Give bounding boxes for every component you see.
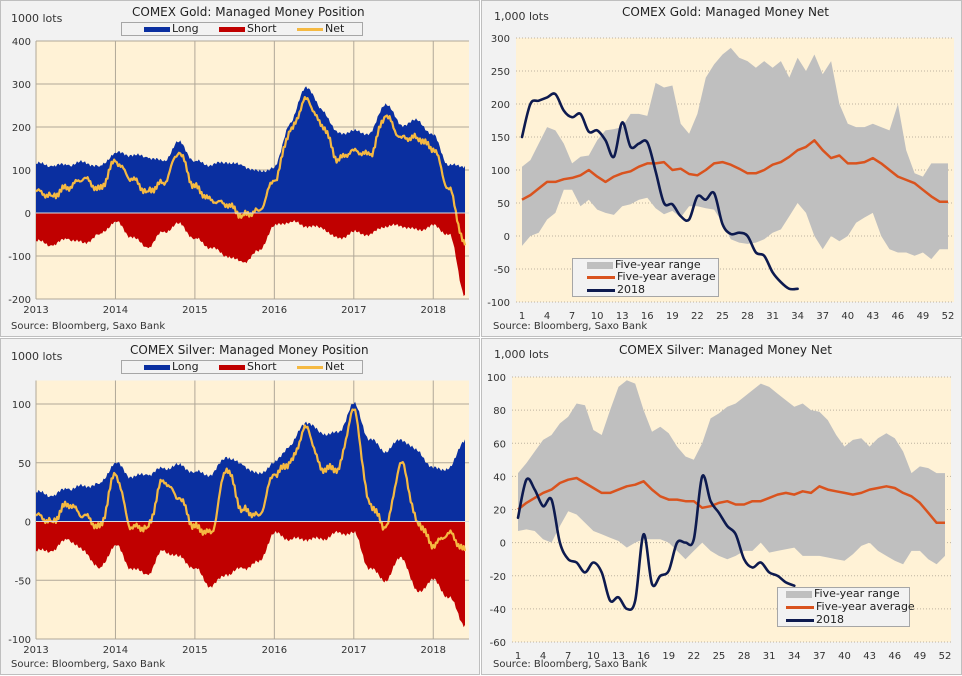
x-tick-label: 43 <box>863 651 876 662</box>
y-tick-label: 50 <box>497 199 510 210</box>
silver-net-legend: Five-year range Five-year average 2018 <box>777 587 910 627</box>
average-swatch <box>786 606 814 609</box>
y2018-swatch <box>786 619 814 622</box>
y-tick-label: 200 <box>491 100 510 111</box>
gold-net-source: Source: Bloomberg, Saxo Bank <box>493 321 647 332</box>
gold-net-panel: 1,000 lots COMEX Gold: Managed Money Net… <box>481 0 962 337</box>
y-tick-label: 20 <box>493 506 506 517</box>
x-tick-label: 19 <box>662 651 675 662</box>
x-tick-label: 2017 <box>341 645 366 656</box>
x-tick-label: 49 <box>914 651 927 662</box>
legend-2018-label: 2018 <box>816 613 844 626</box>
x-tick-label: 2016 <box>262 305 287 316</box>
average-swatch <box>587 276 615 279</box>
y-tick-label: -50 <box>15 576 31 587</box>
y-tick-label: 100 <box>491 166 510 177</box>
legend-2018: 2018 <box>587 283 645 296</box>
x-tick-label: 40 <box>838 651 851 662</box>
gold-position-panel: 1000 lots COMEX Gold: Managed Money Posi… <box>0 0 480 337</box>
x-tick-label: 25 <box>713 651 726 662</box>
x-tick-label: 46 <box>888 651 901 662</box>
silver-net-source: Source: Bloomberg, Saxo Bank <box>493 659 647 670</box>
y-tick-label: -60 <box>490 638 506 649</box>
legend-average: Five-year average <box>587 270 716 283</box>
y-tick-label: -100 <box>8 252 31 263</box>
x-tick-label: 22 <box>691 311 704 322</box>
x-tick-label: 2014 <box>103 645 128 656</box>
legend-range-label: Five-year range <box>814 587 900 600</box>
x-tick-label: 28 <box>741 311 754 322</box>
x-tick-label: 28 <box>738 651 751 662</box>
y-tick-label: 300 <box>491 34 510 45</box>
y-tick-label: 0 <box>504 232 510 243</box>
x-tick-label: 2014 <box>103 305 128 316</box>
y2018-swatch <box>587 289 615 292</box>
legend-2018-label: 2018 <box>617 283 645 296</box>
x-tick-label: 2013 <box>23 305 48 316</box>
y-tick-label: -100 <box>487 298 510 309</box>
legend-average: Five-year average <box>786 600 915 613</box>
gold-net-legend: Five-year range Five-year average 2018 <box>572 258 719 297</box>
x-tick-label: 2015 <box>182 305 207 316</box>
y-tick-label: -50 <box>494 265 510 276</box>
x-tick-label: 49 <box>917 311 930 322</box>
x-tick-label: 31 <box>766 311 779 322</box>
x-tick-label: 2013 <box>23 645 48 656</box>
x-tick-label: 40 <box>841 311 854 322</box>
x-tick-label: 34 <box>788 651 801 662</box>
silver-position-panel: 1000 lots COMEX Silver: Managed Money Po… <box>0 338 480 675</box>
x-tick-label: 31 <box>763 651 776 662</box>
silver-position-source: Source: Bloomberg, Saxo Bank <box>11 659 165 670</box>
legend-range: Five-year range <box>786 587 900 600</box>
y-tick-label: 200 <box>12 123 31 134</box>
y-tick-label: 60 <box>493 439 506 450</box>
x-tick-label: 19 <box>666 311 679 322</box>
y-tick-label: 300 <box>12 80 31 91</box>
gold-position-source: Source: Bloomberg, Saxo Bank <box>11 321 165 332</box>
x-tick-label: 37 <box>813 651 826 662</box>
x-tick-label: 2017 <box>341 305 366 316</box>
x-tick-label: 37 <box>816 311 829 322</box>
x-tick-label: 52 <box>939 651 952 662</box>
silver-net-panel: 1,000 lots COMEX Silver: Managed Money N… <box>481 338 962 675</box>
y-tick-label: -20 <box>490 572 506 583</box>
range-swatch <box>786 591 812 598</box>
y-tick-label: 40 <box>493 472 506 483</box>
x-tick-label: 43 <box>866 311 879 322</box>
legend-2018: 2018 <box>786 613 844 626</box>
x-tick-label: 34 <box>791 311 804 322</box>
x-tick-label: 2016 <box>262 645 287 656</box>
y-tick-label: 400 <box>12 37 31 48</box>
x-tick-label: 2018 <box>421 645 446 656</box>
y-tick-label: 250 <box>491 67 510 78</box>
y-tick-label: 0 <box>500 539 506 550</box>
x-tick-label: 25 <box>716 311 729 322</box>
y-tick-label: 50 <box>18 459 31 470</box>
x-tick-label: 52 <box>942 311 955 322</box>
y-tick-label: 0 <box>25 518 31 529</box>
y-tick-label: -40 <box>490 605 506 616</box>
x-tick-label: 22 <box>687 651 700 662</box>
y-tick-label: 150 <box>491 133 510 144</box>
y-tick-label: 100 <box>487 373 506 384</box>
y-tick-label: 100 <box>12 400 31 411</box>
legend-average-label: Five-year average <box>816 600 915 613</box>
x-tick-label: 46 <box>892 311 905 322</box>
y-tick-label: 100 <box>12 166 31 177</box>
range-swatch <box>587 262 613 269</box>
y-tick-label: 0 <box>25 209 31 220</box>
x-tick-label: 2015 <box>182 645 207 656</box>
y-tick-label: 80 <box>493 406 506 417</box>
legend-average-label: Five-year average <box>617 270 716 283</box>
x-tick-label: 2018 <box>421 305 446 316</box>
